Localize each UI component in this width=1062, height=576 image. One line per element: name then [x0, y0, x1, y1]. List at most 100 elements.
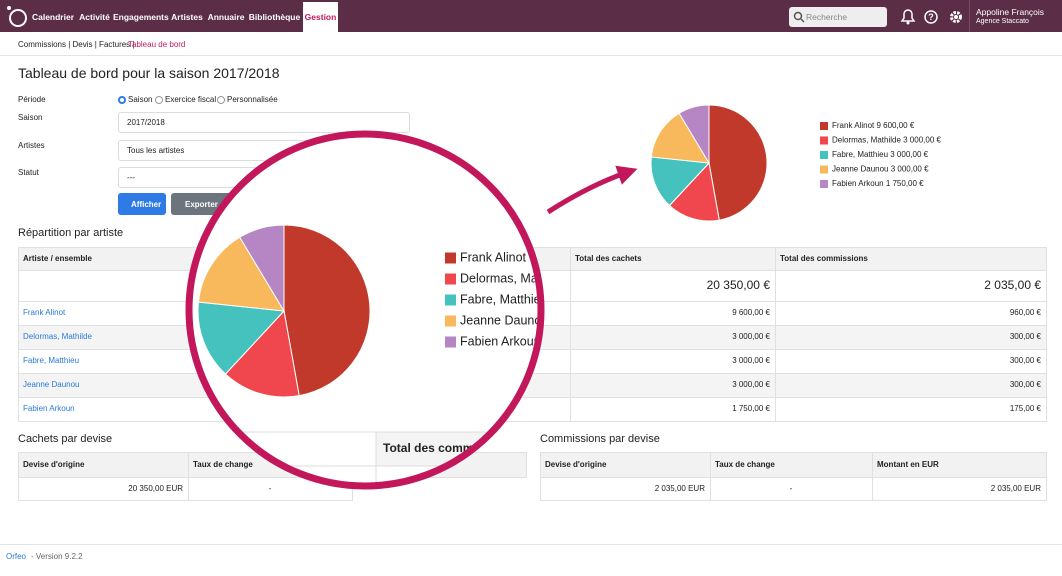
legend-label: Fabre, Matthieu 3 000,00 € [460, 292, 610, 306]
legend-swatch [445, 273, 456, 285]
table-header: Artiste / ensemble [23, 254, 92, 263]
separator [0, 55, 1062, 56]
submit-label: Afficher [131, 200, 162, 209]
legend-label: Jeanne Daunou 3 000,00 € [460, 313, 611, 327]
cell-text: 20 350,00 EUR [128, 484, 183, 493]
cell-text: 3 000,00 € [732, 356, 770, 365]
cell-text: 9 600,00 € [732, 308, 770, 317]
legend-swatch [445, 252, 456, 264]
table-cell [570, 349, 776, 374]
table-header: Montant en EUR [877, 460, 939, 469]
cell-text: 1 750,00 € [732, 404, 770, 413]
mag-header: Total des commissions [383, 441, 515, 455]
radio-label: Saison [128, 95, 153, 104]
select-value: 2017/2018 [127, 118, 165, 127]
radio-label: Exercice fiscal [165, 95, 217, 104]
magnifier-ring [185, 130, 545, 490]
pie-slice [708, 104, 768, 221]
legend-label: Delormas, Mathilde 3 000,00 € [832, 136, 942, 145]
legend-label: Fabien Arkoun 1 750,00 € [460, 334, 603, 348]
pie-slice [283, 224, 371, 397]
table-cell [775, 270, 1047, 302]
nav-item[interactable]: Gestion [304, 12, 337, 22]
pie-slice [197, 236, 285, 312]
form-label: Saison [18, 113, 43, 122]
legend-label: Frank Alinot 9 600,00 € [832, 121, 915, 130]
artist-link[interactable]: Fabre, Matthieu [23, 356, 80, 365]
cell-text: 175,00 € [1009, 404, 1041, 413]
nav-item[interactable]: Engagements [113, 12, 169, 22]
table-header: Devise d'origine [23, 460, 85, 469]
legend-swatch [820, 136, 828, 145]
section-title: Répartition par artiste [18, 227, 124, 239]
cell-text: 300,00 € [1009, 380, 1041, 389]
table-cell [710, 452, 873, 478]
table-cell [540, 477, 711, 501]
page-title: Tableau de bord pour la saison 2017/2018 [18, 65, 280, 81]
footer-version: - Version 9.2.2 [31, 552, 83, 561]
search-icon [793, 11, 805, 23]
legend-label: Fabien Arkoun 1 750,00 € [832, 179, 924, 188]
table-header: Taux de change [715, 460, 775, 469]
legend-swatch [820, 180, 828, 188]
table-cell [710, 477, 873, 501]
legend-label: Frank Alinot 9 600,00 € [460, 250, 589, 264]
nav-item[interactable]: Calendrier [31, 12, 75, 22]
table-cell [570, 270, 776, 302]
radio[interactable] [155, 96, 163, 104]
breadcrumb[interactable]: Commissions | Devis | Factures | [18, 40, 135, 49]
table-cell [872, 477, 1047, 501]
footer-line [0, 544, 1062, 545]
nav-icons[interactable]: ? [898, 7, 968, 27]
export-button[interactable] [171, 193, 231, 215]
pie-slice [678, 104, 710, 165]
cell-text: - [268, 484, 272, 493]
artist-link[interactable]: Frank Alinot [23, 308, 66, 317]
radio[interactable] [217, 96, 225, 104]
nav-item[interactable]: Annuaire [207, 12, 245, 22]
user-agency: Agence Staccato [976, 18, 1029, 25]
search-box[interactable] [789, 7, 887, 27]
pie-slice [650, 112, 710, 164]
radio[interactable] [118, 96, 126, 104]
search-placeholder: Recherche [806, 12, 848, 22]
form-label: Statut [18, 168, 39, 177]
select-value: --- [127, 173, 135, 182]
select[interactable] [118, 112, 410, 133]
submit-button[interactable] [118, 193, 166, 215]
artist-link[interactable]: Delormas, Mathilde [23, 332, 92, 341]
nav-tab-active [303, 2, 338, 32]
pie-slice [224, 309, 300, 398]
cell-text: 3 000,00 € [732, 332, 770, 341]
legend-label: Fabre, Matthieu 3 000,00 € [832, 150, 929, 159]
footer-brand[interactable]: Orfeo [6, 552, 27, 561]
pie-slice [650, 156, 711, 207]
mag-amount-small: 2 035,00 € [486, 485, 524, 494]
nav-item[interactable]: Artistes [171, 12, 203, 22]
cell-text: 300,00 € [1009, 332, 1041, 341]
cell-text: 300,00 € [1009, 356, 1041, 365]
select-value: Tous les artistes [127, 146, 185, 155]
nav-item[interactable]: Bibliothèque [248, 12, 301, 22]
table-cell [18, 477, 189, 501]
table-header: Taux de change [193, 460, 253, 469]
nav-divider [969, 0, 970, 32]
table-cell [570, 301, 776, 326]
pie-slice [239, 224, 285, 313]
cell-text: 2 035,00 EUR [654, 484, 705, 493]
table-cell [775, 325, 1047, 350]
artist-link[interactable]: Fabien Arkoun [23, 404, 75, 413]
legend-swatch [445, 294, 456, 306]
legend-swatch [445, 315, 456, 327]
artist-link[interactable]: Jeanne Daunou [23, 380, 80, 389]
user-name[interactable]: Appoline François [976, 7, 1045, 17]
pie-slice [197, 301, 286, 375]
pie-slice [668, 161, 720, 222]
table-header: Total des commissions [780, 254, 868, 263]
arrow [546, 165, 638, 215]
legend-swatch [445, 336, 456, 348]
nav-item[interactable]: Activité [79, 12, 110, 22]
table-cell [570, 247, 776, 271]
